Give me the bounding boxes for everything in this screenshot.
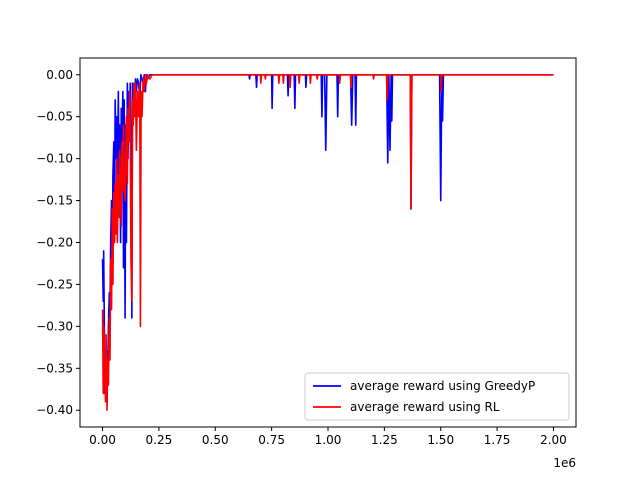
y-tick-label-1: −0.05 — [36, 110, 73, 124]
series-line-1 — [101, 73, 554, 412]
y-tick-label-6: −0.30 — [36, 319, 73, 333]
x-scale-label: 1e6 — [553, 456, 576, 470]
legend-box — [304, 372, 570, 421]
x-tick-label-8: 2.00 — [540, 433, 567, 447]
x-tick-label-6: 1.50 — [427, 433, 454, 447]
x-tick-label-4: 1.00 — [315, 433, 342, 447]
x-axis: 0.00 0.25 0.50 0.75 1.00 1.25 1.50 1.75 2.00 — [89, 427, 567, 447]
y-tick-label-8: −0.40 — [36, 403, 73, 417]
legend-label-0: average reward using GreedyP — [350, 379, 535, 393]
series-layer — [101, 73, 554, 412]
x-tick-label-7: 1.75 — [484, 433, 511, 447]
y-tick-label-7: −0.35 — [36, 361, 73, 375]
x-tick-label-1: 0.25 — [146, 433, 173, 447]
y-tick-label-2: −0.10 — [36, 152, 73, 166]
y-tick-label-4: −0.20 — [36, 236, 73, 250]
x-tick-label-2: 0.50 — [202, 433, 229, 447]
y-axis: 0.00 −0.05 −0.10 −0.15 −0.20 −0.25 −0.30 −0.35 −… — [36, 68, 80, 417]
legend-label-1: average reward using RL — [350, 400, 500, 414]
legend: average reward using GreedyP average rewa… — [304, 372, 570, 421]
y-tick-label-5: −0.25 — [36, 277, 73, 291]
x-tick-label-0: 0.00 — [89, 433, 116, 447]
x-tick-label-5: 1.25 — [371, 433, 398, 447]
y-tick-label-3: −0.15 — [36, 194, 73, 208]
x-tick-label-3: 0.75 — [258, 433, 285, 447]
y-tick-label-0: 0.00 — [46, 68, 73, 82]
